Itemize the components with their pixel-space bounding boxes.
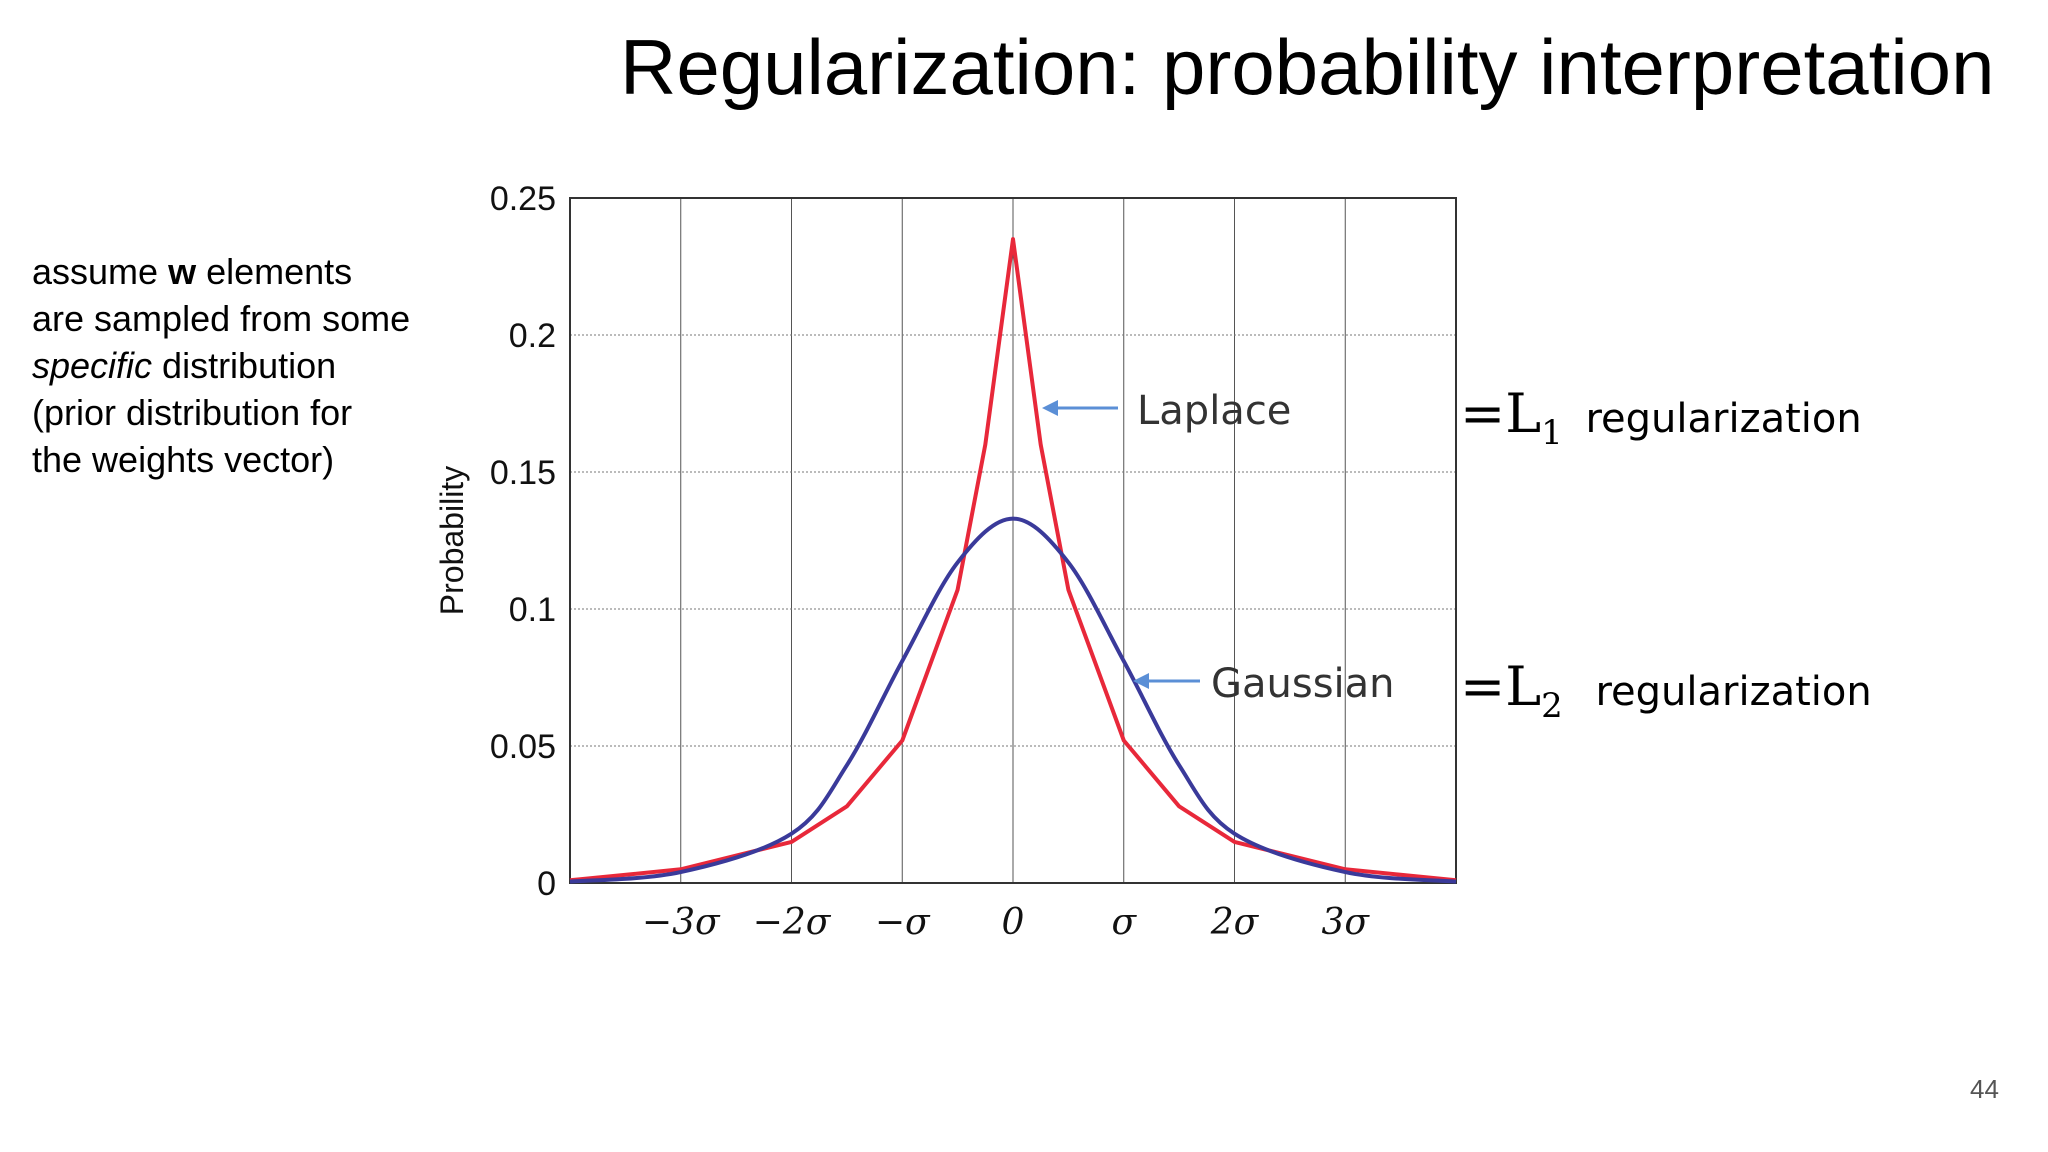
slide-title: Regularization: probability interpretati… [620,23,1995,111]
l1-subscript: 1 [1541,412,1563,453]
side-text: assume w elements are sampled from some … [32,248,412,483]
arrow-head-icon [1042,400,1058,416]
series-line-laplace [569,237,1457,883]
chart-grid [570,198,1456,883]
side-text-mid: elements are sampled from some [32,251,411,339]
x-tick-label: 2σ [1210,902,1260,943]
x-tick-label: 3σ [1322,902,1371,943]
y-tick-label: 0.05 [490,728,556,766]
chart-series [569,237,1457,884]
series-label-gaussian: Gaussian [1211,661,1395,707]
l2-annotation: =L2 regularization [1460,655,1872,726]
y-axis-label: Probability [434,466,470,615]
x-tick-label: −3σ [642,902,721,943]
y-tick-label: 0 [537,865,556,903]
plot-frame [569,197,1457,884]
l2-symbol-text: =L [1460,655,1542,718]
series-labels: Laplace Gaussian [1042,388,1395,707]
y-tick-label: 0.25 [490,180,556,218]
y-tick-label: 0.2 [509,317,556,355]
chart-ticks: −3σ −2σ −σ 0 σ 2σ 3σ 0 0.05 0.1 0.15 0.2 0.25 [490,180,1371,943]
side-text-post: distribution (prior distribution for the… [32,345,353,480]
l2-text: regularization [1595,669,1872,715]
l1-symbol: =L1 [1460,382,1563,453]
arrow-head-icon [1133,673,1149,689]
y-tick-label: 0.1 [509,591,556,629]
side-text-pre: assume [32,251,169,292]
x-tick-label: −σ [875,902,931,943]
y-tick-label: 0.15 [490,454,556,492]
l1-text: regularization [1585,396,1862,442]
series-line-gaussian [569,516,1457,884]
x-tick-label: σ [1111,902,1137,943]
l2-subscript: 2 [1541,685,1563,726]
side-text-italic: specific [32,345,153,386]
series-label-laplace: Laplace [1137,388,1291,434]
l2-symbol: =L2 [1460,655,1563,726]
page-number: 44 [1970,1074,1999,1104]
x-tick-label: −2σ [753,902,832,943]
l1-annotation: =L1 regularization [1460,382,1862,453]
x-tick-label: 0 [1002,902,1025,943]
l1-symbol-text: =L [1460,382,1542,445]
side-text-bold: w [168,251,197,292]
